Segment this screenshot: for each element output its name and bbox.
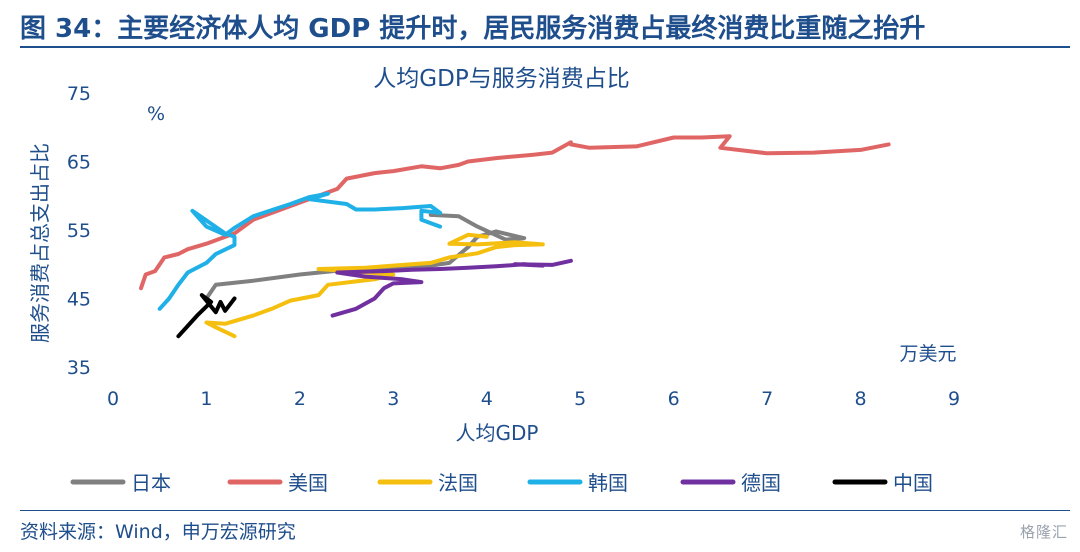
y-tick-label: 75	[67, 83, 91, 105]
x-tick-label: 7	[761, 388, 773, 410]
footer-rule	[20, 510, 1070, 511]
x-unit-label: 万美元	[899, 343, 956, 365]
legend-label-3: 韩国	[588, 471, 628, 495]
x-tick-label: 1	[200, 388, 212, 410]
source-note: 资料来源：Wind，申万宏源研究	[20, 521, 296, 543]
series-line-2	[204, 232, 545, 339]
x-tick-label: 9	[948, 388, 960, 410]
y-axis-title: 服务消费占总支出占比	[28, 143, 52, 343]
series-line-4	[330, 258, 573, 318]
series-line-1	[139, 134, 891, 291]
x-tick-label: 8	[855, 388, 867, 410]
series-line-3	[157, 191, 443, 311]
x-tick-label: 0	[107, 388, 119, 410]
legend-label-1: 美国	[288, 471, 328, 495]
series-line-0	[204, 212, 527, 301]
x-axis-title: 人均GDP	[456, 421, 539, 445]
y-tick-label: 45	[67, 289, 91, 311]
legend-label-4: 德国	[741, 471, 781, 495]
legend-label-2: 法国	[438, 471, 478, 495]
legend-label-0: 日本	[131, 471, 171, 495]
x-tick-label: 2	[294, 388, 306, 410]
y-tick-label: 65	[67, 152, 91, 174]
y-tick-label: 55	[67, 220, 91, 242]
series-line-5	[176, 293, 237, 339]
figure-title: 图 34：主要经济体人均 GDP 提升时，居民服务消费占最终消费比重随之抬升	[20, 14, 926, 44]
title-rule	[20, 46, 1070, 48]
x-tick-label: 5	[574, 388, 586, 410]
x-tick-label: 4	[481, 388, 493, 410]
x-tick-label: 3	[387, 388, 399, 410]
legend-label-5: 中国	[893, 471, 933, 495]
chart-title: 人均GDP与服务消费占比	[373, 66, 629, 92]
x-tick-label: 6	[668, 388, 680, 410]
watermark-logo: 格隆汇	[1019, 523, 1068, 541]
y-tick-label: 35	[67, 357, 91, 379]
y-unit-label: %	[147, 103, 165, 125]
